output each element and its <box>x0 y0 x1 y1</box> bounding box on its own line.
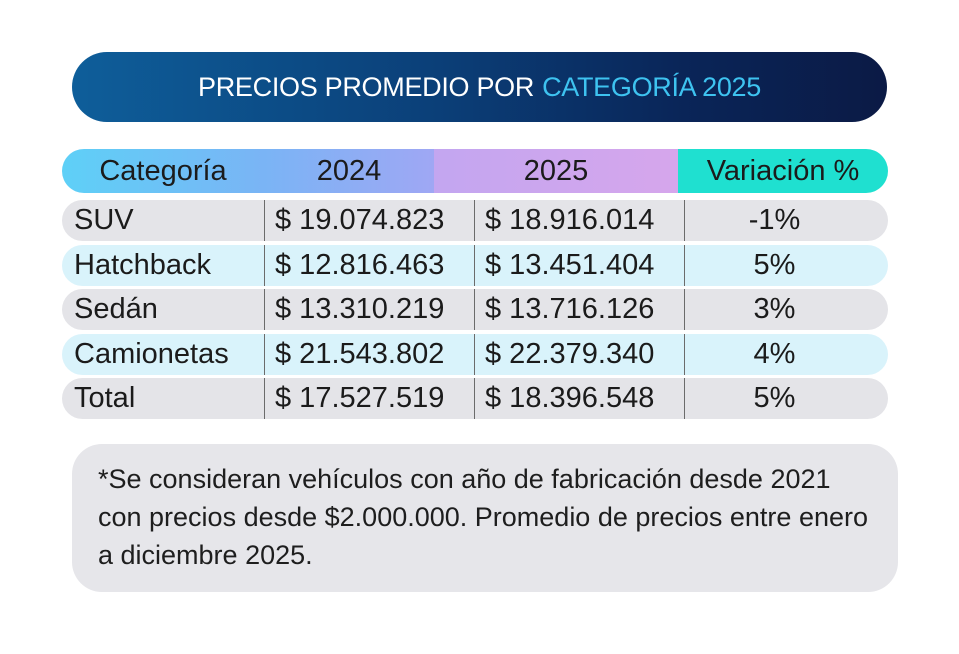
title-banner: PRECIOS PROMEDIO POR CATEGORÍA 2025 <box>72 52 887 122</box>
cell-variation: -1% <box>684 200 888 241</box>
cell-2025: $ 18.916.014 <box>474 200 684 241</box>
table-header: Categoría 2024 2025 Variación % <box>62 149 888 193</box>
cell-variation: 4% <box>684 333 888 375</box>
cell-variation: 5% <box>684 378 888 419</box>
table-row: SUV $ 19.074.823 $ 18.916.014 -1% <box>62 200 888 241</box>
cell-category: Hatchback <box>74 248 212 281</box>
table-row: Camionetas $ 21.543.802 $ 22.379.340 4% <box>62 333 888 375</box>
cell-2025: $ 22.379.340 <box>474 333 684 375</box>
cell-2025: $ 18.396.548 <box>474 378 684 419</box>
table-row: Sedán $ 13.310.219 $ 13.716.126 3% <box>62 289 888 330</box>
header-2024: 2024 <box>264 149 434 193</box>
footnote: *Se consideran vehículos con año de fabr… <box>72 444 898 592</box>
cell-2025: $ 13.716.126 <box>474 289 684 330</box>
cell-category: Camionetas <box>74 337 229 370</box>
cell-2025: $ 13.451.404 <box>474 244 684 286</box>
cell-category: Sedán <box>74 293 158 325</box>
cell-2024: $ 17.527.519 <box>264 378 474 419</box>
cell-2024: $ 12.816.463 <box>264 244 474 286</box>
title-accent: CATEGORÍA 2025 <box>542 71 761 102</box>
cell-2024: $ 21.543.802 <box>264 333 474 375</box>
table-body: SUV $ 19.074.823 $ 18.916.014 -1% Hatchb… <box>62 200 888 423</box>
header-variation: Variación % <box>678 149 888 193</box>
table-row: Total $ 17.527.519 $ 18.396.548 5% <box>62 378 888 419</box>
cell-category: Total <box>74 382 136 414</box>
title-main: PRECIOS PROMEDIO POR <box>198 71 535 102</box>
cell-variation: 5% <box>684 244 888 286</box>
header-2025: 2025 <box>434 149 678 193</box>
header-category: Categoría <box>62 149 264 193</box>
cell-category: SUV <box>74 204 134 236</box>
table-row: Hatchback $ 12.816.463 $ 13.451.404 5% <box>62 244 888 286</box>
cell-variation: 3% <box>684 289 888 330</box>
cell-2024: $ 13.310.219 <box>264 289 474 330</box>
cell-2024: $ 19.074.823 <box>264 200 474 241</box>
